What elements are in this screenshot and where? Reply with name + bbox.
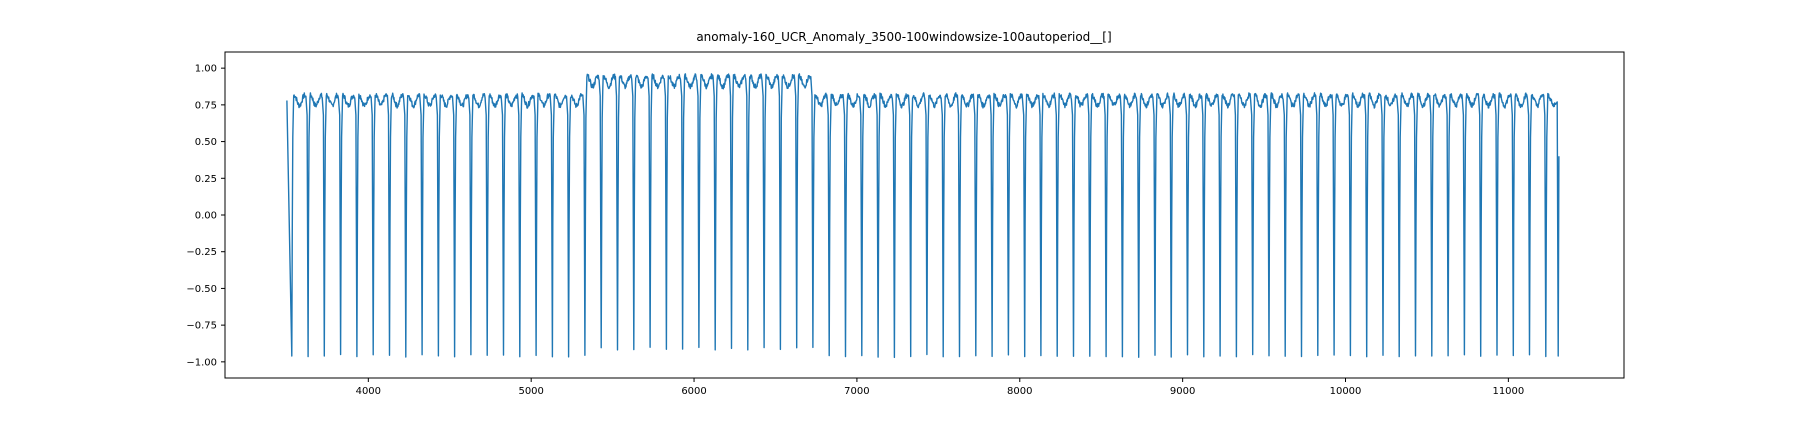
x-tick-label: 5000 xyxy=(518,386,543,397)
x-tick-label: 9000 xyxy=(1170,386,1195,397)
y-tick-label: −0.75 xyxy=(186,321,217,332)
x-tick-label: 4000 xyxy=(356,386,381,397)
x-axis: 4000 5000 6000 7000 8000 9000 10000 11000 xyxy=(356,378,1524,397)
y-tick-label: 0.00 xyxy=(195,211,217,222)
y-tick-label: 0.50 xyxy=(195,137,217,148)
series-line xyxy=(286,73,1560,359)
y-axis: 1.00 0.75 0.50 0.25 0.00 −0.25 −0.50 −0.75 −1.00 xyxy=(186,64,225,368)
x-tick-label: 6000 xyxy=(681,386,706,397)
y-tick-label: 0.25 xyxy=(195,174,217,185)
x-tick-label: 7000 xyxy=(844,386,869,397)
y-tick-label: −0.50 xyxy=(186,284,217,295)
x-tick-label: 8000 xyxy=(1007,386,1032,397)
y-tick-label: −0.25 xyxy=(186,247,217,258)
y-tick-label: 1.00 xyxy=(195,64,217,75)
y-tick-label: −1.00 xyxy=(186,357,217,368)
chart-title: anomaly-160_UCR_Anomaly_3500-100windowsi… xyxy=(696,30,1111,44)
x-tick-label: 10000 xyxy=(1330,386,1362,397)
x-tick-label: 11000 xyxy=(1492,386,1524,397)
y-tick-label: 0.75 xyxy=(195,100,217,111)
